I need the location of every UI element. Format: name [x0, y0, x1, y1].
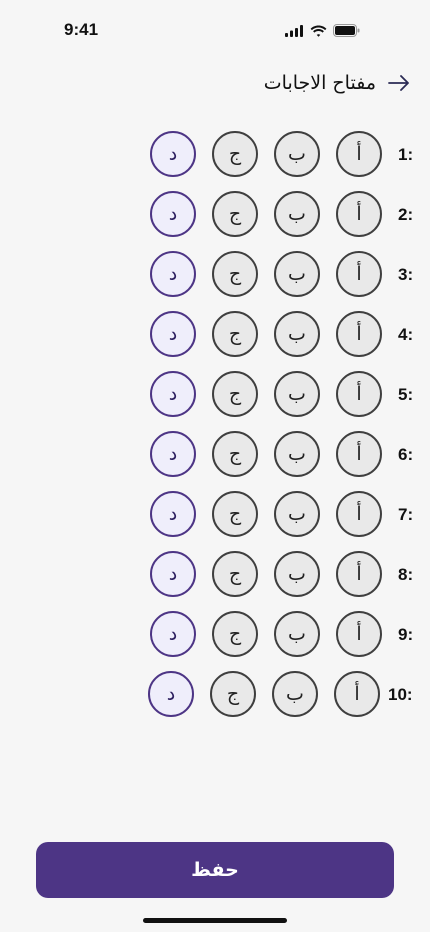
back-button[interactable]: [386, 70, 412, 96]
question-number: 1:: [398, 145, 414, 164]
answer-option[interactable]: أ: [336, 251, 382, 297]
answer-row: 3: أ ب ج د: [0, 251, 430, 299]
answer-row: 2: أ ب ج د: [0, 191, 430, 239]
answer-row: 6: أ ب ج د: [0, 431, 430, 479]
answer-option[interactable]: ب: [274, 131, 320, 177]
home-indicator: [143, 918, 287, 923]
answer-option[interactable]: د: [150, 131, 196, 177]
answer-option[interactable]: ج: [212, 371, 258, 417]
answer-option[interactable]: ج: [210, 671, 256, 717]
status-bar: 9:41: [0, 0, 430, 64]
wifi-icon: [310, 25, 327, 37]
answer-row: 8: أ ب ج د: [0, 551, 430, 599]
answer-option[interactable]: ب: [274, 491, 320, 537]
question-number: 5:: [398, 385, 414, 404]
page-title: مفتاح الاجابات: [263, 72, 376, 94]
answer-option[interactable]: ج: [212, 191, 258, 237]
answer-option[interactable]: د: [148, 671, 194, 717]
status-time: 9:41: [64, 20, 99, 39]
answer-option[interactable]: ب: [272, 671, 318, 717]
answer-option[interactable]: أ: [336, 311, 382, 357]
answer-option[interactable]: ب: [274, 191, 320, 237]
answer-row: 4: أ ب ج د: [0, 311, 430, 359]
answer-option[interactable]: ب: [274, 251, 320, 297]
answer-row: 7: أ ب ج د: [0, 491, 430, 539]
header: مفتاح الاجابات: [264, 70, 412, 96]
answer-option[interactable]: د: [150, 371, 196, 417]
question-number: 4:: [398, 325, 414, 344]
cellular-signal-icon: [285, 24, 303, 37]
answer-option[interactable]: ج: [212, 251, 258, 297]
answer-option[interactable]: أ: [334, 671, 380, 717]
answer-option[interactable]: د: [150, 611, 196, 657]
question-number: 2:: [398, 205, 414, 224]
answer-row: 10: أ ب ج د: [0, 671, 430, 719]
answer-option[interactable]: ب: [274, 551, 320, 597]
answer-option[interactable]: أ: [336, 491, 382, 537]
answer-option[interactable]: د: [150, 311, 196, 357]
answer-option[interactable]: ج: [212, 131, 258, 177]
answer-option[interactable]: أ: [336, 611, 382, 657]
answer-option[interactable]: أ: [336, 551, 382, 597]
save-button[interactable]: حفظ: [36, 842, 394, 898]
answer-option[interactable]: أ: [336, 131, 382, 177]
answer-row: 5: أ ب ج د: [0, 371, 430, 419]
answer-option[interactable]: د: [150, 191, 196, 237]
answer-row: 1: أ ب ج د: [0, 131, 430, 179]
answer-option[interactable]: أ: [336, 371, 382, 417]
answer-option[interactable]: ج: [212, 491, 258, 537]
answer-option[interactable]: ج: [212, 311, 258, 357]
battery-icon: [333, 24, 360, 37]
answer-option[interactable]: أ: [336, 431, 382, 477]
answer-option[interactable]: ج: [212, 551, 258, 597]
answer-row: 9: أ ب ج د: [0, 611, 430, 659]
answer-option[interactable]: ج: [212, 431, 258, 477]
answer-option[interactable]: أ: [336, 191, 382, 237]
status-icons: [285, 24, 360, 37]
question-number: 8:: [398, 565, 414, 584]
answer-option[interactable]: د: [150, 431, 196, 477]
answer-option[interactable]: ب: [274, 611, 320, 657]
question-number: 7:: [398, 505, 414, 524]
answer-option[interactable]: د: [150, 491, 196, 537]
answer-option[interactable]: ب: [274, 311, 320, 357]
answer-option[interactable]: د: [150, 551, 196, 597]
answer-option[interactable]: د: [150, 251, 196, 297]
question-number: 10:: [388, 685, 413, 704]
save-button-label: حفظ: [191, 859, 239, 881]
question-number: 9:: [398, 625, 414, 644]
answer-option[interactable]: ج: [212, 611, 258, 657]
arrow-right-icon: [388, 75, 409, 91]
question-number: 6:: [398, 445, 414, 464]
question-number: 3:: [398, 265, 414, 284]
answer-option[interactable]: ب: [274, 431, 320, 477]
answer-option[interactable]: ب: [274, 371, 320, 417]
